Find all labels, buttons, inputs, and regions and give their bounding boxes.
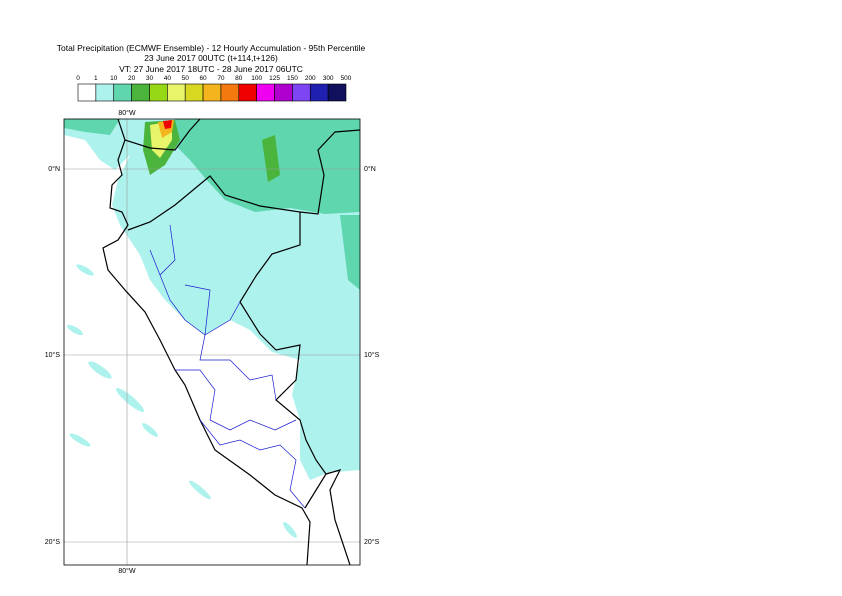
map: [64, 119, 360, 565]
legend-swatch: [113, 83, 132, 102]
lon-label: 80°W: [118, 109, 136, 117]
legend-label: 60: [199, 75, 207, 82]
legend-label: 20: [128, 75, 136, 82]
legend-label: 100: [251, 75, 262, 82]
legend-swatch: [149, 83, 168, 102]
map-frame: [63, 118, 361, 566]
legend-swatch: [167, 83, 186, 102]
legend-label: 150: [287, 75, 298, 82]
lat-label: 10°S: [45, 351, 61, 359]
title: Total Precipitation (ECMWF Ensemble) - 1…: [57, 43, 366, 53]
legend-label: 200: [305, 75, 316, 82]
legend-label: 1: [94, 75, 98, 82]
legend-label: 50: [182, 75, 190, 82]
lon-label: 80°W: [118, 567, 136, 575]
legend-swatch: [327, 83, 347, 102]
legend-label: 30: [146, 75, 154, 82]
legend-swatch: [274, 83, 293, 102]
legend: 0 1 10 20 30 40 50 60 70 80 100 125 150 200 300 500: [76, 75, 352, 102]
legend-label: 10: [110, 75, 118, 82]
legend-label: 500: [341, 75, 352, 82]
legend-label: 125: [269, 75, 280, 82]
lat-label: 0°N: [364, 165, 376, 173]
lat-label: 10°S: [364, 351, 380, 359]
legend-swatch: [309, 83, 329, 102]
lat-label: 20°S: [45, 538, 61, 546]
legend-swatch: [256, 83, 275, 102]
legend-swatch: [238, 83, 257, 102]
lat-label: 20°S: [364, 538, 380, 546]
legend-swatch: [95, 83, 115, 102]
legend-swatch: [220, 83, 240, 102]
legend-swatch: [292, 83, 311, 102]
valid-time: VT: 27 June 2017 18UTC - 28 June 2017 06…: [119, 64, 303, 74]
legend-label: 0: [76, 75, 80, 82]
legend-swatch: [77, 83, 97, 102]
legend-swatch: [131, 83, 150, 102]
legend-label: 80: [235, 75, 243, 82]
legend-label: 40: [164, 75, 172, 82]
legend-label: 70: [217, 75, 225, 82]
base-time: 23 June 2017 00UTC (t+114,t+126): [144, 53, 278, 63]
legend-swatch: [184, 83, 204, 102]
legend-label: 300: [323, 75, 334, 82]
lat-label: 0°N: [48, 165, 60, 173]
legend-swatch: [202, 83, 222, 102]
